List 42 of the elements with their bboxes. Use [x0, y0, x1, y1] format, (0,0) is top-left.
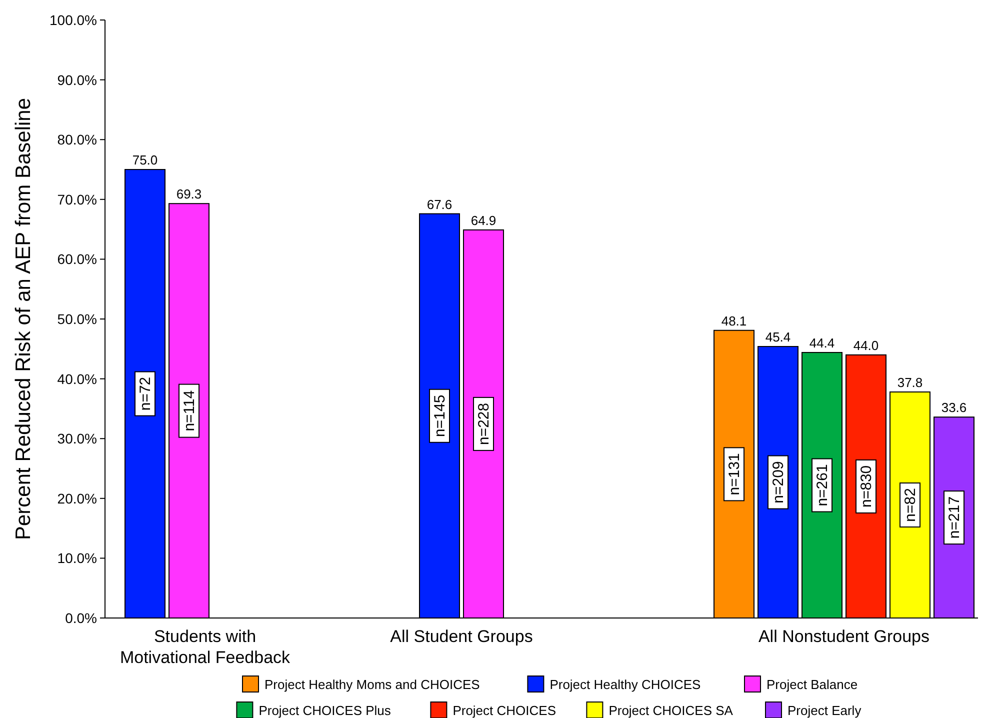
data-label: 67.6: [426, 196, 452, 212]
y-tick-label: 50.0%: [57, 311, 97, 327]
legend-label: Project CHOICES: [452, 703, 556, 718]
legend-label: Project CHOICES Plus: [258, 703, 392, 718]
x-tick-label: All Student Groups: [390, 627, 533, 646]
y-tick-label: 30.0%: [57, 430, 97, 447]
data-label: 64.9: [470, 212, 496, 228]
annotation: n=228: [476, 402, 492, 446]
data-label: 37.8: [897, 374, 923, 390]
annotation: n=131: [726, 453, 743, 496]
y-axis-title: Percent Reduced Risk of an AEP from Baseline: [12, 98, 35, 540]
annotation: n=72: [137, 376, 154, 411]
y-tick-label: 20.0%: [57, 490, 97, 506]
y-tick-label: 10.0%: [57, 550, 97, 566]
legend-label: Project Balance: [766, 677, 858, 692]
annotation: n=217: [946, 496, 963, 539]
data-label: 69.3: [176, 186, 202, 202]
annotation: n=145: [432, 394, 448, 437]
annotation: n=261: [814, 464, 831, 506]
legend-label: Project Healthy CHOICES: [550, 677, 702, 692]
annotation: n=209: [770, 461, 787, 504]
data-label: 75.0: [132, 152, 158, 168]
y-tick-label: 60.0%: [57, 251, 97, 268]
y-tick-label: 0.0%: [65, 610, 97, 626]
data-label: 45.4: [765, 330, 791, 345]
legend-label: Project CHOICES SA: [608, 703, 734, 718]
annotation: n=830: [858, 465, 875, 508]
legend-label: Project Early: [788, 703, 862, 718]
annotation: n=82: [902, 488, 919, 522]
annotation: n=114: [181, 390, 198, 432]
data-label: 44.0: [853, 338, 879, 353]
y-tick-label: 100.0%: [50, 12, 97, 28]
y-tick-label: 40.0%: [57, 370, 97, 387]
legend-label: Project Healthy Moms and CHOICES: [264, 677, 480, 692]
data-label: 33.6: [941, 400, 967, 416]
y-tick-label: 80.0%: [57, 132, 97, 148]
data-label: 48.1: [721, 313, 747, 328]
x-tick-label: Students with Motivational Feedback: [120, 627, 291, 667]
y-tick-label: 90.0%: [57, 72, 97, 88]
y-tick-label: 70.0%: [57, 191, 97, 208]
data-label: 44.4: [809, 335, 835, 350]
x-tick-label: All Nonstudent Groups: [758, 627, 930, 646]
